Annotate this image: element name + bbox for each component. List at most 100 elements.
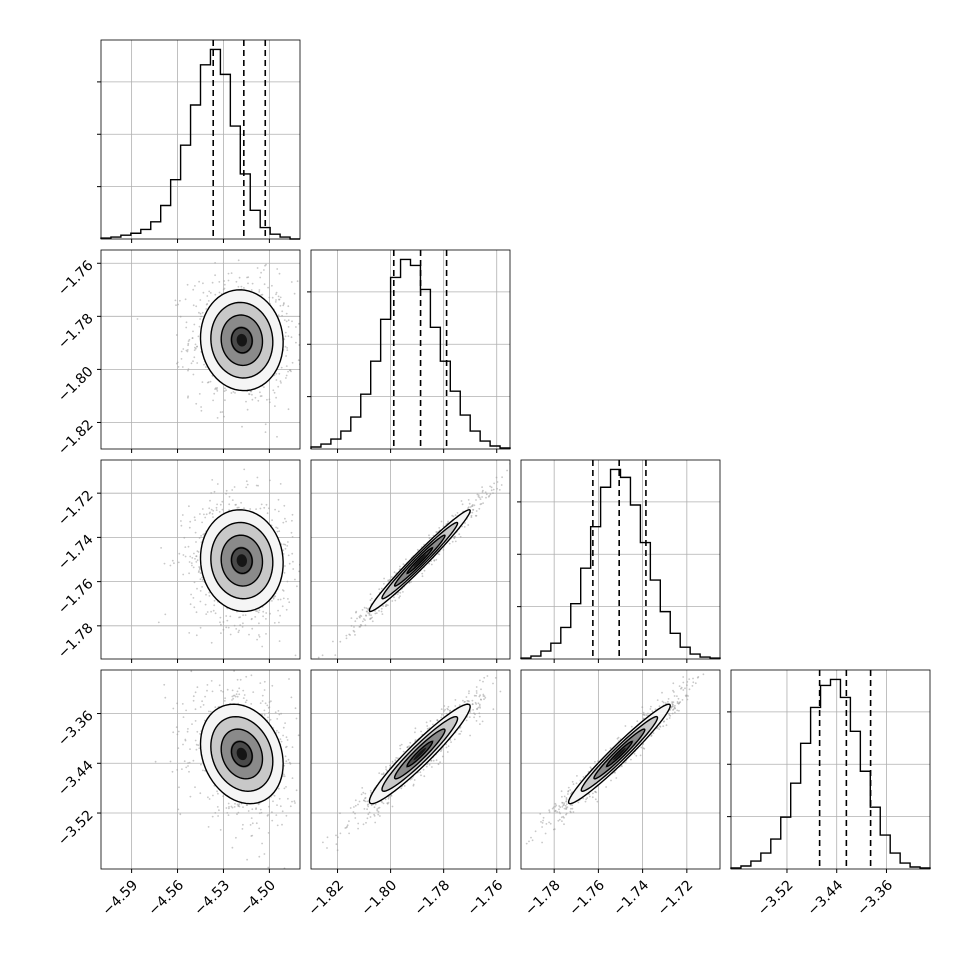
scatter-point <box>260 503 263 506</box>
panel-frame <box>310 669 511 870</box>
scatter-point <box>255 484 258 487</box>
scatter-point <box>179 813 182 816</box>
scatter-point <box>200 406 203 408</box>
scatter-point <box>414 731 416 734</box>
scatter-point <box>278 640 281 642</box>
scatter-point <box>363 606 366 609</box>
scatter-point <box>257 611 260 614</box>
scatter-point <box>339 812 341 815</box>
scatter-point <box>283 543 285 546</box>
scatter-point <box>289 763 292 765</box>
scatter-point <box>195 743 198 746</box>
scatter-point <box>492 708 495 711</box>
scatter-point <box>289 369 292 371</box>
scatter-point <box>522 653 524 655</box>
scatter-point <box>478 712 481 715</box>
scatter-point <box>475 690 478 692</box>
scatter-point <box>200 409 203 412</box>
scatter-point <box>282 304 285 307</box>
scatter-point <box>273 391 276 394</box>
scatter-point <box>359 624 362 626</box>
scatter-point <box>458 533 461 535</box>
scatter-point <box>211 815 214 818</box>
scatter-point <box>234 392 236 394</box>
scatter-point <box>207 826 210 828</box>
scatter-point <box>177 808 180 811</box>
scatter-point <box>414 727 417 730</box>
scatter-point <box>383 582 385 585</box>
scatter-point <box>281 810 284 813</box>
scatter-point <box>212 794 214 797</box>
histogram-bars <box>310 258 511 449</box>
scatter-point <box>274 405 276 407</box>
scatter-point <box>365 821 367 824</box>
scatter-point <box>225 807 228 809</box>
scatter-point <box>283 787 286 790</box>
scatter-point <box>439 761 441 764</box>
scatter-point <box>458 704 461 706</box>
scatter-point <box>192 373 195 376</box>
scatter-point <box>179 315 182 318</box>
scatter-point <box>470 514 473 517</box>
scatter-point <box>353 626 355 628</box>
scatter-point <box>265 618 267 620</box>
scatter-point <box>249 508 252 510</box>
scatter-point <box>211 479 214 481</box>
scatter-point <box>274 595 277 598</box>
scatter-point <box>449 739 452 741</box>
scatter-point <box>220 632 222 634</box>
scatter-point <box>216 417 219 419</box>
scatter-point <box>189 795 192 798</box>
scatter-point <box>210 610 213 613</box>
scatter-point <box>321 654 324 657</box>
scatter-point <box>271 811 273 814</box>
scatter-point <box>429 720 432 722</box>
scatter-point <box>268 401 271 404</box>
scatter-point <box>444 708 446 711</box>
scatter-point <box>223 390 226 392</box>
scatter-point <box>199 600 202 603</box>
scatter-point <box>295 326 297 328</box>
scatter-point <box>187 395 190 398</box>
scatter-point <box>247 282 249 285</box>
scatter-point <box>278 372 281 375</box>
scatter-point <box>258 634 260 636</box>
scatter-point <box>205 513 208 516</box>
scatter-point <box>251 627 254 630</box>
scatter-point <box>454 535 457 538</box>
scatter-point <box>397 757 399 760</box>
contour-line-1 <box>381 521 459 600</box>
scatter-point <box>389 764 391 767</box>
scatter-point <box>362 791 365 794</box>
scatter-point <box>193 356 196 359</box>
scatter-point <box>196 686 199 689</box>
scatter-point <box>423 569 426 572</box>
scatter-point <box>309 762 311 764</box>
scatter-point <box>313 367 315 369</box>
scatter-point <box>263 269 265 271</box>
scatter-point <box>387 579 389 582</box>
scatter-point <box>438 553 441 556</box>
scatter-point <box>285 760 288 763</box>
scatter-point <box>259 808 262 811</box>
scatter-point <box>318 349 320 351</box>
scatter-point <box>367 803 370 806</box>
scatter-point <box>605 786 607 788</box>
scatter-point <box>224 697 227 700</box>
scatter-point <box>558 818 561 821</box>
scatter-point <box>301 338 303 340</box>
scatter-point <box>221 411 224 413</box>
scatter-point <box>283 504 286 507</box>
scatter-point <box>454 514 457 517</box>
scatter-point <box>464 700 466 703</box>
scatter-point <box>198 747 201 750</box>
scatter-point <box>256 638 258 641</box>
scatter-point <box>237 631 240 634</box>
scatter-point <box>287 541 289 543</box>
scatter-point <box>402 750 405 753</box>
scatter-point <box>459 733 462 735</box>
scatter-point <box>447 705 450 708</box>
scatter-point <box>279 380 282 383</box>
scatter-point <box>451 540 454 543</box>
scatter-point <box>263 506 266 509</box>
